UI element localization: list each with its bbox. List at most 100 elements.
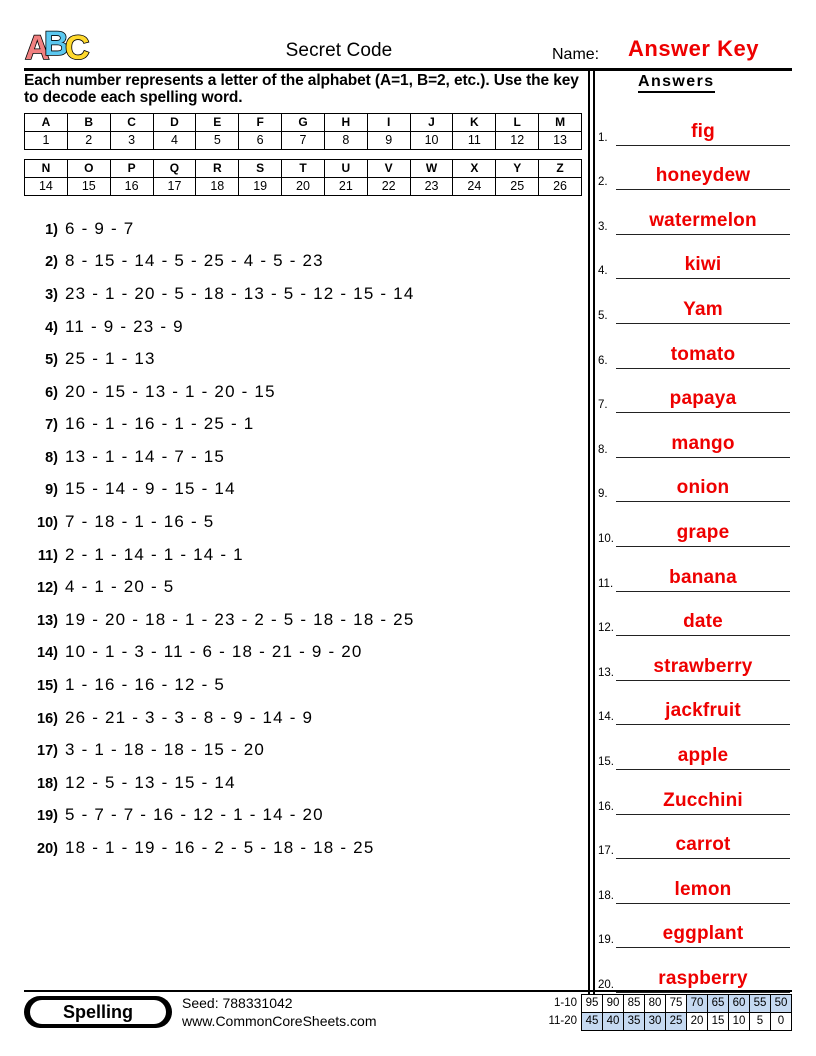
answer-row: 10. grape [598, 502, 792, 547]
answer-blank-line[interactable] [616, 367, 790, 369]
answer-blank-line[interactable] [616, 768, 790, 770]
answer-word[interactable]: watermelon [649, 209, 757, 231]
problem-code: 19 - 20 - 18 - 1 - 23 - 2 - 5 - 18 - 18 … [65, 609, 415, 629]
answer-word[interactable]: date [683, 611, 723, 633]
problem-number: 20) [37, 841, 58, 857]
answer-blank-line[interactable] [616, 991, 790, 993]
answer-number: 7. [598, 399, 608, 412]
problem-item: 20) 18 - 1 - 19 - 16 - 2 - 5 - 18 - 18 - … [24, 838, 584, 871]
grading-scale-cell: 10 [728, 1012, 750, 1031]
key-letter-cell-4: E [195, 112, 240, 132]
grading-scale-cell: 20 [686, 1012, 708, 1031]
answer-blank-line[interactable] [616, 322, 790, 324]
key-number-cell-1: 2 [66, 130, 111, 150]
answer-blank-line[interactable] [616, 456, 790, 458]
answer-blank-line[interactable] [616, 233, 790, 235]
page-header: A B C Secret Code Name: Answer Key [24, 26, 792, 70]
problem-item: 2) 8 - 15 - 14 - 5 - 25 - 4 - 5 - 23 [24, 251, 584, 284]
answer-blank-line[interactable] [616, 412, 790, 414]
answer-word[interactable]: strawberry [653, 655, 753, 677]
answer-word[interactable]: tomato [670, 343, 736, 365]
grading-scale-cell: 85 [623, 994, 645, 1013]
key-letter-cell-10: K [452, 112, 497, 132]
key-number-cell-11: 12 [495, 130, 540, 150]
key-letter-cell-12: Z [538, 158, 582, 178]
answer-blank-line[interactable] [616, 144, 790, 146]
page-title: Secret Code [285, 40, 393, 61]
key-number-cell-4: 18 [195, 176, 240, 196]
answer-word[interactable]: onion [676, 477, 730, 499]
grading-scale-cell: 25 [665, 1012, 687, 1031]
answer-blank-line[interactable] [616, 545, 790, 547]
subject-badge-label: Spelling [30, 1000, 166, 1024]
key-letter-cell-7: H [323, 112, 368, 132]
answer-word[interactable]: mango [671, 432, 735, 454]
answer-word[interactable]: kiwi [684, 254, 722, 276]
problem-code: 13 - 1 - 14 - 7 - 15 [65, 446, 226, 466]
grading-scale-cell: 40 [602, 1012, 624, 1031]
answer-blank-line[interactable] [616, 902, 790, 904]
answer-list: 1. fig 2. honeydew 3. watermelon 4. kiwi 5. Yam 6.… [598, 101, 792, 993]
problem-number: 9) [45, 482, 58, 499]
answer-blank-line[interactable] [616, 501, 790, 503]
key-number-cell-6: 20 [281, 176, 325, 196]
problem-number: 7) [45, 417, 58, 434]
key-number-cell-10: 24 [452, 176, 497, 196]
answers-column: Answers 1. fig 2. honeydew 3. watermelon 4. kiw… [598, 72, 792, 993]
answer-row: 8. mango [598, 413, 792, 458]
problem-item: 13) 19 - 20 - 18 - 1 - 23 - 2 - 5 - 18 - … [24, 610, 584, 643]
answer-word[interactable]: papaya [669, 388, 737, 410]
problem-item: 15) 1 - 16 - 16 - 12 - 5 [24, 675, 584, 708]
answer-blank-line[interactable] [616, 635, 790, 637]
answer-row: 15. apple [598, 725, 792, 770]
answer-number: 15. [598, 755, 614, 768]
key-number-cell-10: 11 [452, 130, 497, 150]
answer-word[interactable]: carrot [675, 834, 731, 856]
answer-blank-line[interactable] [616, 189, 790, 191]
svg-text:A: A [25, 29, 50, 66]
answer-blank-line[interactable] [616, 278, 790, 280]
answer-word[interactable]: Zucchini [663, 789, 743, 811]
answer-blank-line[interactable] [616, 858, 790, 860]
key-number-cell-12: 26 [538, 176, 582, 196]
answer-word[interactable]: eggplant [662, 923, 744, 945]
answer-number: 12. [598, 622, 614, 635]
answer-word[interactable]: banana [669, 566, 737, 588]
answer-word[interactable]: grape [676, 521, 730, 543]
answer-word[interactable]: apple [677, 744, 729, 766]
website-text: www.CommonCoreSheets.com [182, 1012, 377, 1029]
answer-row: 2. honeydew [598, 146, 792, 191]
name-field-value[interactable]: Answer Key [628, 36, 759, 61]
grading-scale-cell: 75 [665, 994, 687, 1013]
problem-code: 18 - 1 - 19 - 16 - 2 - 5 - 18 - 18 - 25 [65, 838, 375, 857]
key-number-cell-11: 25 [495, 176, 540, 196]
problem-item: 1) 6 - 9 - 7 [24, 219, 584, 252]
answer-word[interactable]: jackfruit [665, 700, 741, 722]
answer-blank-line[interactable] [616, 590, 790, 592]
answer-blank-line[interactable] [616, 947, 790, 949]
answer-word[interactable]: honeydew [655, 165, 751, 187]
key-number-cell-6: 7 [281, 130, 325, 150]
key-number-cell-1: 15 [66, 176, 111, 196]
answer-row: 16. Zucchini [598, 770, 792, 815]
answer-word[interactable]: lemon [674, 878, 732, 900]
answer-row: 1. fig [598, 101, 792, 146]
answer-word[interactable]: Yam [683, 298, 723, 320]
answer-word[interactable]: raspberry [658, 967, 748, 989]
key-letter-cell-8: V [366, 158, 411, 178]
problem-code: 4 - 1 - 20 - 5 [65, 577, 175, 597]
answer-word[interactable]: fig [691, 120, 715, 142]
answer-number: 4. [598, 265, 608, 278]
answer-row: 18. lemon [598, 859, 792, 904]
answer-blank-line[interactable] [616, 813, 790, 815]
problem-number: 2) [45, 254, 58, 271]
problem-item: 12) 4 - 1 - 20 - 5 [24, 577, 584, 610]
answer-blank-line[interactable] [616, 679, 790, 681]
answer-row: 3. watermelon [598, 190, 792, 235]
problem-number: 6) [45, 384, 58, 401]
answer-blank-line[interactable] [616, 724, 790, 726]
key-letter-cell-11: Y [495, 158, 540, 178]
